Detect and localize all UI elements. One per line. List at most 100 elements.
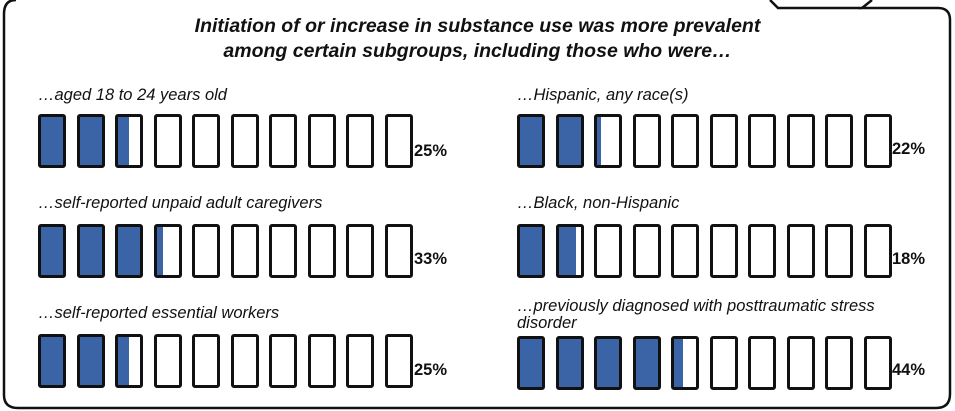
icon-array xyxy=(38,224,458,278)
icon-segment xyxy=(153,114,182,168)
icon-segment-fill xyxy=(79,227,102,275)
icon-segment xyxy=(825,336,853,390)
icon-segment xyxy=(307,334,336,388)
chart-title-line-2: among certain subgroups, including those… xyxy=(223,40,732,62)
icon-segment xyxy=(384,224,413,278)
icon-segment xyxy=(517,114,545,168)
group-label: …aged 18 to 24 years old xyxy=(38,86,227,104)
icon-array xyxy=(517,114,937,168)
icon-segment-fill xyxy=(520,339,542,387)
icon-array xyxy=(517,336,937,390)
icon-segment xyxy=(192,334,220,388)
icon-segment xyxy=(748,336,776,390)
icon-segment xyxy=(594,114,622,168)
group-label: …Black, non-Hispanic xyxy=(517,194,680,212)
icon-segment-fill xyxy=(597,117,602,165)
icon-segment-fill xyxy=(520,227,542,275)
icon-segment xyxy=(709,336,738,390)
icon-segment xyxy=(346,334,374,388)
icon-segment xyxy=(346,224,374,278)
icon-segment xyxy=(594,336,622,390)
value-label: 18% xyxy=(892,250,926,268)
group-label: …self-reported essential workers xyxy=(38,304,280,322)
icon-segment xyxy=(863,224,892,278)
icon-segment xyxy=(632,224,661,278)
icon-segment xyxy=(346,114,374,168)
icon-segment-fill xyxy=(118,117,129,165)
icon-segment xyxy=(384,334,413,388)
icon-segment xyxy=(786,114,815,168)
chart-title-line-1: Initiation of or increase in substance u… xyxy=(194,15,761,37)
icon-segment xyxy=(384,114,413,168)
icon-segment xyxy=(153,334,182,388)
icon-segment-fill xyxy=(79,337,102,385)
group-label: …self-reported unpaid adult caregivers xyxy=(38,194,323,212)
icon-segment xyxy=(269,334,297,388)
icon-segment xyxy=(115,334,143,388)
icon-segment xyxy=(38,334,66,388)
icon-segment xyxy=(709,114,738,168)
icon-segment xyxy=(632,336,661,390)
icon-segment-fill xyxy=(41,227,63,275)
icon-segment xyxy=(555,114,584,168)
icon-segment xyxy=(76,114,105,168)
group-label: …previously diagnosed with posttraumatic… xyxy=(517,297,875,332)
icon-segment xyxy=(115,114,143,168)
icon-segment xyxy=(517,336,545,390)
icon-segment xyxy=(192,224,220,278)
icon-segment xyxy=(748,224,776,278)
icon-segment xyxy=(153,224,182,278)
value-label: 44% xyxy=(892,361,926,379)
icon-segment xyxy=(76,224,105,278)
icon-segment xyxy=(307,224,336,278)
icon-segment xyxy=(517,224,545,278)
value-label: 33% xyxy=(414,250,448,268)
icon-array xyxy=(517,224,937,278)
icon-segment xyxy=(786,336,815,390)
icon-segment-fill xyxy=(597,339,619,387)
icon-segment-fill xyxy=(41,337,63,385)
group-label: …Hispanic, any race(s) xyxy=(517,86,689,104)
icon-segment xyxy=(632,114,661,168)
icon-segment xyxy=(230,114,259,168)
icon-segment xyxy=(555,224,584,278)
icon-segment-fill xyxy=(558,339,581,387)
value-label: 22% xyxy=(892,140,926,158)
icon-segment-fill xyxy=(118,337,129,385)
icon-segment xyxy=(825,224,853,278)
icon-segment-fill xyxy=(118,227,140,275)
icon-segment-fill xyxy=(156,227,164,275)
icon-segment-fill xyxy=(674,339,683,387)
icon-segment-fill xyxy=(558,117,581,165)
icon-segment-fill xyxy=(558,227,577,275)
icon-segment xyxy=(748,114,776,168)
icon-segment xyxy=(671,224,699,278)
callout-pointer xyxy=(769,0,862,10)
icon-segment xyxy=(863,336,892,390)
icon-segment xyxy=(230,224,259,278)
icon-segment xyxy=(38,224,66,278)
value-label: 25% xyxy=(414,142,448,160)
icon-segment xyxy=(863,114,892,168)
icon-segment xyxy=(230,334,259,388)
value-label: 25% xyxy=(414,361,448,379)
icon-segment xyxy=(786,224,815,278)
icon-segment-fill xyxy=(520,117,542,165)
icon-segment-fill xyxy=(41,117,63,165)
icon-segment xyxy=(307,114,336,168)
icon-array xyxy=(38,334,458,388)
icon-segment-fill xyxy=(79,117,102,165)
icon-segment xyxy=(76,334,105,388)
icon-segment xyxy=(709,224,738,278)
icon-segment xyxy=(555,336,584,390)
icon-segment xyxy=(269,224,297,278)
icon-segment xyxy=(269,114,297,168)
icon-array xyxy=(38,114,458,168)
icon-segment-fill xyxy=(635,339,658,387)
icon-segment xyxy=(192,114,220,168)
icon-segment xyxy=(115,224,143,278)
icon-segment xyxy=(671,336,699,390)
icon-segment xyxy=(594,224,622,278)
